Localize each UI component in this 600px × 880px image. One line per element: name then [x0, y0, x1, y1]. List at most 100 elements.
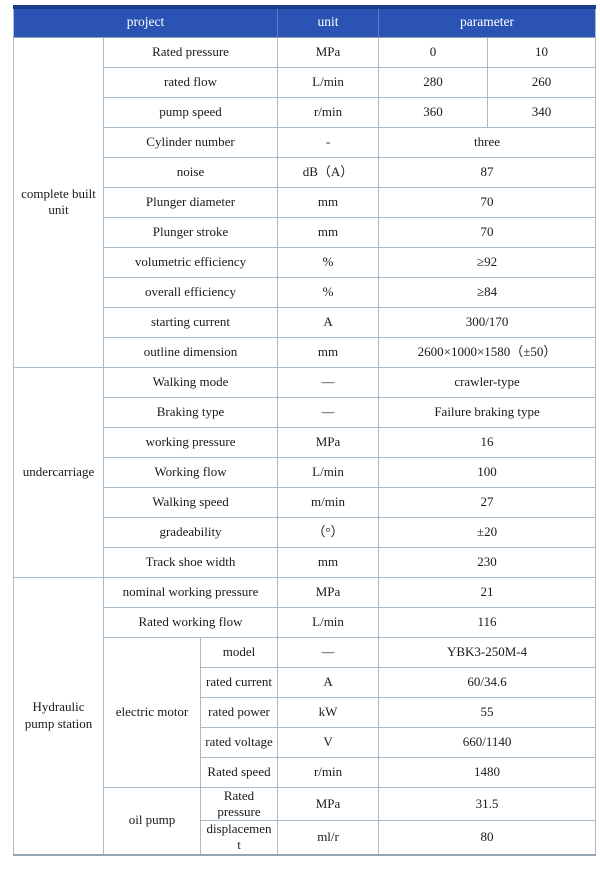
unit-cell: L/min: [277, 66, 380, 98]
table-row: rated power kW 55: [14, 696, 597, 728]
unit-cell: —: [277, 636, 380, 668]
table-row: rated voltage V 660/1140: [14, 726, 597, 758]
value-cell: 2600×1000×1580（±50）: [378, 336, 597, 368]
item-cell: Walking speed: [102, 486, 279, 518]
unit-cell: MPa: [277, 426, 380, 458]
group-cell-hydraulic-pump-station: Hydraulic pump station: [13, 576, 104, 855]
table-row: Rated speed r/min 1480: [14, 756, 597, 788]
value-cell: ≥84: [378, 276, 597, 308]
value-cell: 16: [378, 426, 597, 458]
unit-cell: —: [277, 366, 380, 398]
item-cell: working pressure: [102, 426, 279, 458]
value-cell: 87: [378, 156, 597, 188]
unit-cell: V: [277, 726, 380, 758]
item-cell: starting current: [102, 306, 279, 338]
group-cell-complete-built-unit: complete built unit: [13, 36, 104, 368]
unit-cell: kW: [277, 696, 380, 728]
value-cell: YBK3-250M-4: [378, 636, 597, 668]
table-row: displacement ml/r 80: [14, 820, 597, 855]
unit-cell: r/min: [277, 756, 380, 788]
value-cell: ±20: [378, 516, 597, 548]
item-cell: Plunger stroke: [102, 216, 279, 248]
unit-cell: dB（A）: [277, 156, 380, 188]
item-cell: rated flow: [102, 66, 279, 98]
value-cell: 260: [487, 66, 597, 98]
value-cell: 0: [378, 36, 489, 68]
item-cell: overall efficiency: [102, 276, 279, 308]
unit-cell: mm: [277, 186, 380, 218]
item-cell: Plunger diameter: [102, 186, 279, 218]
value-cell: 31.5: [378, 786, 597, 821]
table-header-row: project unit parameter: [12, 5, 597, 38]
value-cell: 116: [378, 606, 597, 638]
item-cell: volumetric efficiency: [102, 246, 279, 278]
header-unit: unit: [277, 5, 380, 38]
item-cell: Walking mode: [102, 366, 279, 398]
unit-cell: %: [277, 246, 380, 278]
item-cell: outline dimension: [102, 336, 279, 368]
value-cell: 80: [378, 820, 597, 855]
subgroup-cell-electric-motor: electric motor: [103, 636, 201, 788]
value-cell: three: [378, 126, 597, 158]
table-row: Cylinder number - three: [14, 126, 597, 158]
value-cell: ≥92: [378, 246, 597, 278]
table-row: outline dimension mm 2600×1000×1580（±50）: [14, 336, 597, 368]
unit-cell: mm: [277, 216, 380, 248]
item-cell: Cylinder number: [102, 126, 279, 158]
subgroup-cell-oil-pump: oil pump: [103, 786, 201, 855]
unit-cell: L/min: [277, 456, 380, 488]
item-cell: rated current: [199, 666, 279, 698]
item-cell: pump speed: [102, 96, 279, 128]
unit-cell: MPa: [277, 36, 380, 68]
table-row: Track shoe width mm 230: [14, 546, 597, 578]
item-cell: gradeability: [102, 516, 279, 548]
value-cell: 340: [487, 96, 597, 128]
table-row: complete built unit Rated pressure MPa 0…: [13, 36, 597, 368]
unit-cell: —: [277, 396, 380, 428]
value-cell: 55: [378, 696, 597, 728]
unit-cell: A: [277, 306, 380, 338]
value-cell: 70: [378, 186, 597, 218]
unit-cell: （°）: [277, 516, 380, 548]
item-cell: Rated speed: [199, 756, 279, 788]
item-cell: Rated pressure: [199, 786, 279, 821]
value-cell: crawler-type: [378, 366, 597, 398]
unit-cell: A: [277, 666, 380, 698]
table-row: Rated working flow L/min 116: [14, 606, 597, 638]
table-row: noise dB（A） 87: [14, 156, 597, 188]
item-cell: Track shoe width: [102, 546, 279, 578]
value-cell: 230: [378, 546, 597, 578]
value-cell: 70: [378, 216, 597, 248]
unit-cell: MPa: [277, 576, 380, 608]
value-cell: 60/34.6: [378, 666, 597, 698]
value-cell: Failure braking type: [378, 396, 597, 428]
unit-cell: mm: [277, 546, 380, 578]
value-cell: 360: [378, 96, 489, 128]
unit-cell: r/min: [277, 96, 380, 128]
value-cell: 21: [378, 576, 597, 608]
unit-cell: %: [277, 276, 380, 308]
item-cell: Working flow: [102, 456, 279, 488]
item-cell: Rated pressure: [102, 36, 279, 68]
item-cell: Rated working flow: [102, 606, 279, 638]
unit-cell: -: [277, 126, 380, 158]
item-cell: noise: [102, 156, 279, 188]
value-cell: 1480: [378, 756, 597, 788]
item-cell: Braking type: [102, 396, 279, 428]
value-cell: 660/1140: [378, 726, 597, 758]
table-row: oil pump Rated pressure MPa 31.5: [14, 786, 597, 855]
table-row: starting current A 300/170: [14, 306, 597, 338]
spec-table: project unit parameter complete built un…: [12, 5, 597, 856]
table-row: gradeability （°） ±20: [14, 516, 597, 548]
table-row: Walking speed m/min 27: [14, 486, 597, 518]
unit-cell: L/min: [277, 606, 380, 638]
table-row: Working flow L/min 100: [14, 456, 597, 488]
value-cell: 300/170: [378, 306, 597, 338]
value-cell: 27: [378, 486, 597, 518]
table-row: Hydraulic pump station nominal working p…: [13, 576, 597, 855]
unit-cell: m/min: [277, 486, 380, 518]
item-cell: rated voltage: [199, 726, 279, 758]
unit-cell: mm: [277, 336, 380, 368]
item-cell: nominal working pressure: [102, 576, 279, 608]
